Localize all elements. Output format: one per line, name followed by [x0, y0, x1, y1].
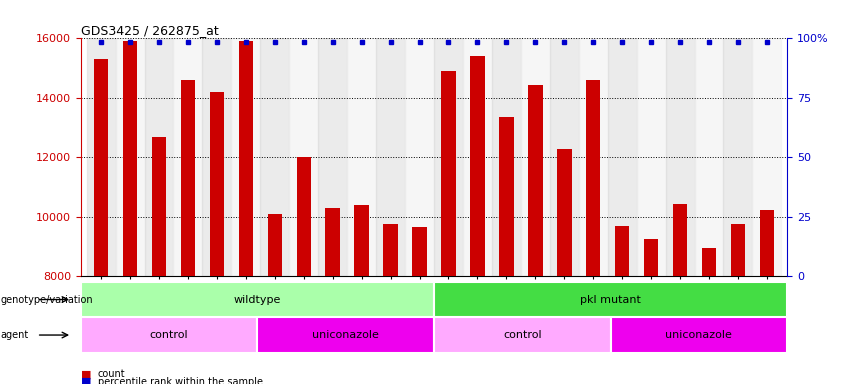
Bar — [260, 38, 289, 276]
Bar — [174, 38, 203, 276]
Text: GDS3425 / 262875_at: GDS3425 / 262875_at — [81, 24, 219, 37]
Bar — [145, 38, 174, 276]
Bar — [637, 38, 665, 276]
Bar — [289, 38, 318, 276]
Text: genotype/variation: genotype/variation — [1, 295, 94, 305]
Bar — [731, 224, 745, 276]
Bar — [209, 92, 224, 276]
Text: control: control — [503, 330, 541, 340]
Text: percentile rank within the sample: percentile rank within the sample — [98, 377, 263, 384]
Text: wildtype: wildtype — [234, 295, 281, 305]
Bar — [257, 317, 434, 353]
Bar — [238, 41, 253, 276]
Bar — [752, 38, 781, 276]
Bar — [180, 80, 195, 276]
Bar — [116, 38, 145, 276]
Bar — [760, 210, 774, 276]
Text: ■: ■ — [81, 369, 91, 379]
Bar — [586, 80, 601, 276]
Bar — [434, 282, 787, 317]
Bar — [500, 117, 514, 276]
Bar — [434, 38, 463, 276]
Bar — [81, 317, 257, 353]
Bar — [325, 208, 340, 276]
Text: control: control — [150, 330, 188, 340]
Text: agent: agent — [1, 330, 29, 340]
Bar — [550, 38, 579, 276]
Bar — [318, 38, 347, 276]
Bar — [267, 214, 282, 276]
Bar — [123, 41, 137, 276]
Bar — [231, 38, 260, 276]
Bar — [347, 38, 376, 276]
Bar — [579, 38, 608, 276]
Bar — [528, 84, 543, 276]
Bar — [442, 71, 456, 276]
Bar — [615, 226, 630, 276]
Bar — [94, 59, 108, 276]
Bar — [81, 282, 434, 317]
Text: ■: ■ — [81, 377, 91, 384]
Text: uniconazole: uniconazole — [312, 330, 380, 340]
Bar — [610, 317, 787, 353]
Bar — [673, 204, 688, 276]
Bar — [354, 205, 368, 276]
Bar — [405, 38, 434, 276]
Bar — [644, 239, 659, 276]
Bar — [557, 149, 572, 276]
Bar — [434, 317, 610, 353]
Text: uniconazole: uniconazole — [665, 330, 733, 340]
Bar — [412, 227, 426, 276]
Bar — [376, 38, 405, 276]
Bar — [203, 38, 231, 276]
Bar — [521, 38, 550, 276]
Bar — [702, 248, 717, 276]
Bar — [665, 38, 694, 276]
Bar — [694, 38, 723, 276]
Bar — [463, 38, 492, 276]
Text: pkl mutant: pkl mutant — [580, 295, 641, 305]
Bar — [471, 56, 485, 276]
Bar — [87, 38, 116, 276]
Bar — [296, 157, 311, 276]
Bar — [151, 137, 166, 276]
Bar — [608, 38, 637, 276]
Text: count: count — [98, 369, 125, 379]
Bar — [383, 224, 397, 276]
Bar — [492, 38, 521, 276]
Bar — [723, 38, 752, 276]
